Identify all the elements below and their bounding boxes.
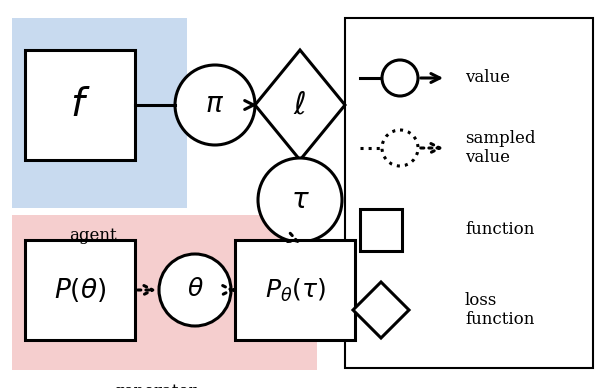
FancyBboxPatch shape	[235, 240, 355, 340]
FancyBboxPatch shape	[25, 50, 135, 160]
Text: $f$: $f$	[70, 87, 90, 123]
Text: $P_\theta(\tau)$: $P_\theta(\tau)$	[265, 276, 326, 303]
FancyBboxPatch shape	[360, 209, 402, 251]
FancyBboxPatch shape	[25, 240, 135, 340]
Text: generator: generator	[113, 383, 197, 388]
Polygon shape	[353, 282, 409, 338]
Text: loss
function: loss function	[465, 292, 534, 328]
Circle shape	[258, 158, 342, 242]
Text: value: value	[465, 69, 510, 87]
Polygon shape	[255, 50, 345, 160]
FancyBboxPatch shape	[345, 18, 593, 368]
Text: $P(\theta)$: $P(\theta)$	[54, 276, 106, 304]
Circle shape	[382, 60, 418, 96]
Circle shape	[159, 254, 231, 326]
FancyBboxPatch shape	[12, 18, 187, 208]
Text: $\theta$: $\theta$	[187, 279, 203, 301]
Text: agent: agent	[69, 227, 117, 244]
Text: $\ell$: $\ell$	[293, 90, 307, 121]
Text: function: function	[465, 222, 534, 239]
Circle shape	[382, 130, 418, 166]
Text: $\pi$: $\pi$	[206, 92, 224, 118]
FancyBboxPatch shape	[12, 215, 317, 370]
Text: sampled
value: sampled value	[465, 130, 536, 166]
Circle shape	[175, 65, 255, 145]
Text: $\tau$: $\tau$	[290, 187, 309, 213]
